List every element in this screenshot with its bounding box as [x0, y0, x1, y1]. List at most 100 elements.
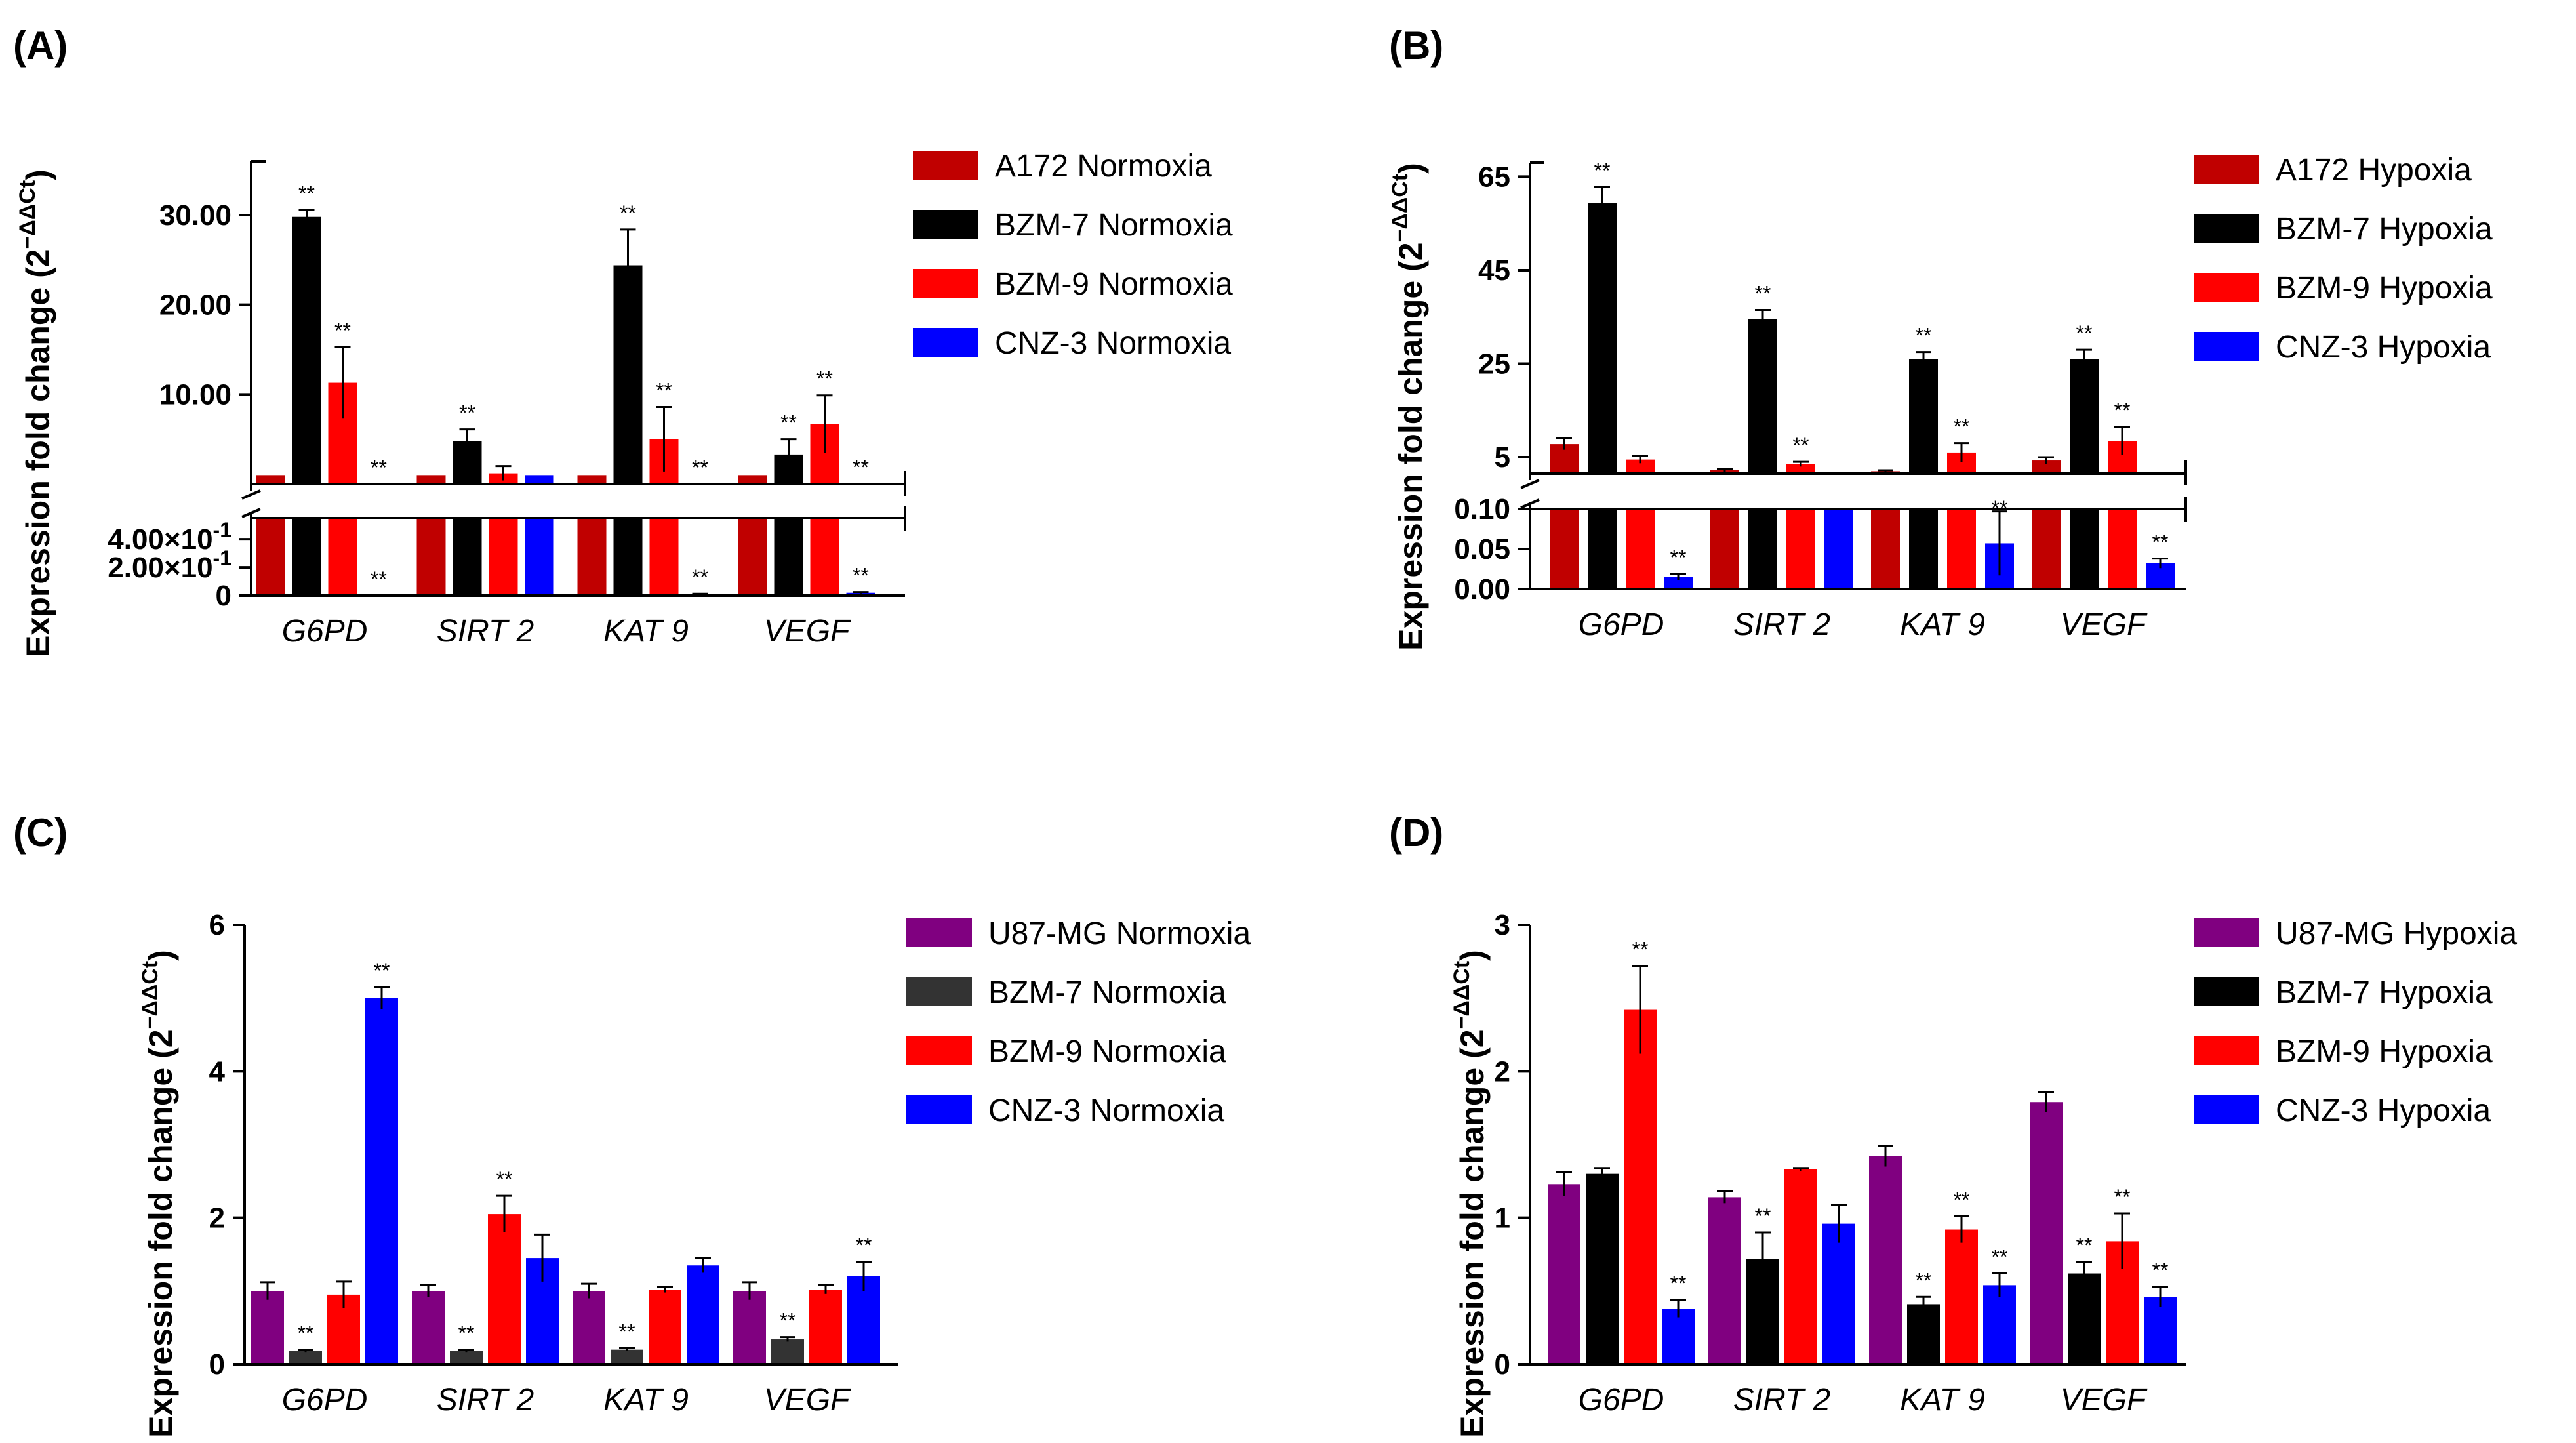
y-axis-label-0: Expression fold change (2−ΔΔCt)	[15, 169, 56, 657]
y-tick-label-upper-2: 45	[1478, 254, 1510, 287]
legend-swatch-bzm-9-hypoxia	[2194, 1036, 2259, 1065]
panel-label-3: (D)	[1389, 811, 1443, 855]
bar-cnz-3-normoxia-kat-9	[687, 1265, 719, 1364]
y-tick-label-upper-0: 10.00	[159, 378, 231, 411]
legend-swatch-u87-mg-hypoxia	[2194, 918, 2259, 947]
bar-bzm-9-normoxia-vegf-lower	[810, 518, 839, 596]
significance-bzm-7-normoxia-vegf: **	[780, 411, 797, 435]
significance-cnz-3-normoxia-vegf: **	[853, 456, 869, 479]
bar-a172-hypoxia-g6pd-lower	[1550, 509, 1579, 589]
y-tick-label-upper-1: 25	[1478, 348, 1510, 380]
bar-bzm-7-normoxia-kat-9-upper	[613, 265, 643, 484]
significance-cnz-3-hypoxia-g6pd: **	[1670, 546, 1687, 569]
panel-label-2: (C)	[13, 811, 68, 855]
axis-break-mark-upper-1	[1520, 479, 1540, 489]
legend-label-bzm-7-hypoxia: BZM-7 Hypoxia	[2276, 212, 2493, 247]
category-label-g6pd: G6PD	[282, 1383, 368, 1417]
bar-bzm-7-hypoxia-sirt-2-upper	[1748, 319, 1777, 474]
significance-bzm-7-hypoxia-g6pd: **	[1594, 159, 1611, 182]
bar-bzm-9-hypoxia-kat-9-lower	[1947, 509, 1976, 589]
y-tick-label-2: 2	[1495, 1055, 1510, 1087]
legend-swatch-bzm-7-hypoxia	[2194, 214, 2259, 243]
bar-a172-normoxia-g6pd-lower	[256, 518, 285, 596]
significance-bzm-7-normoxia-sirt-2: **	[458, 1322, 475, 1345]
bar-bzm-7-normoxia-g6pd-lower	[292, 518, 321, 596]
category-label-kat-9: KAT 9	[1900, 1383, 1985, 1417]
y-tick-label-1: 1	[1495, 1202, 1510, 1234]
significance-cnz-3-normoxia-g6pd: **	[371, 567, 387, 591]
legend-label-bzm-7-normoxia: BZM-7 Normoxia	[995, 208, 1233, 243]
category-label-kat-9: KAT 9	[1900, 607, 1985, 642]
significance-bzm-9-hypoxia-g6pd: **	[1632, 938, 1649, 962]
bar-bzm-9-hypoxia-g6pd-upper	[1626, 459, 1655, 474]
significance-bzm-9-hypoxia-vegf: **	[2114, 399, 2131, 422]
significance-bzm-7-hypoxia-vegf: **	[2076, 1234, 2093, 1257]
legend-label-bzm-9-normoxia: BZM-9 Normoxia	[988, 1034, 1226, 1069]
category-label-sirt-2: SIRT 2	[437, 614, 534, 649]
legend-label-bzm-9-hypoxia: BZM-9 Hypoxia	[2276, 271, 2493, 306]
bar-cnz-3-normoxia-sirt-2-upper	[525, 475, 554, 484]
legend-swatch-bzm-9-normoxia	[906, 1036, 972, 1065]
significance-bzm-7-normoxia-g6pd: **	[298, 182, 315, 205]
legend-swatch-bzm-9-hypoxia	[2194, 273, 2259, 302]
y-tick-label-lower-2: 0.10	[1454, 493, 1510, 525]
legend-label-cnz-3-normoxia: CNZ-3 Normoxia	[995, 326, 1231, 361]
bar-bzm-9-hypoxia-g6pd	[1624, 1009, 1657, 1364]
y-tick-label-lower-1: 0.05	[1454, 533, 1510, 565]
significance-bzm-7-hypoxia-kat-9: **	[1916, 1269, 1932, 1292]
legend-label-cnz-3-hypoxia: CNZ-3 Hypoxia	[2276, 1093, 2491, 1128]
bar-bzm-9-hypoxia-sirt-2	[1784, 1169, 1817, 1364]
legend-label-a172-hypoxia: A172 Hypoxia	[2276, 153, 2472, 188]
y-axis-label-3: Expression fold change (2−ΔΔCt)	[1449, 950, 1491, 1438]
bar-a172-normoxia-vegf-upper	[738, 475, 767, 484]
category-label-sirt-2: SIRT 2	[1733, 607, 1831, 642]
category-label-kat-9: KAT 9	[603, 614, 689, 649]
legend-swatch-bzm-7-hypoxia	[2194, 977, 2259, 1006]
chart-panel-a: (A) Expression fold change (2−ΔΔCt) ** ** **…	[13, 24, 1233, 657]
y-tick-label-upper-0: 5	[1495, 441, 1510, 474]
significance-bzm-9-hypoxia-sirt-2: **	[1793, 434, 1809, 457]
bar-bzm-7-normoxia-g6pd-upper	[292, 216, 321, 484]
legend-swatch-cnz-3-normoxia	[913, 328, 978, 357]
axis-break-mark-lower-1	[1520, 498, 1540, 509]
significance-bzm-7-hypoxia-kat-9: **	[1916, 324, 1932, 348]
bar-u87-mg-normoxia-g6pd	[251, 1291, 284, 1364]
category-label-g6pd: G6PD	[1579, 1383, 1664, 1417]
legend-label-cnz-3-normoxia: CNZ-3 Normoxia	[988, 1093, 1224, 1128]
bar-bzm-7-hypoxia-kat-9-lower	[1909, 509, 1938, 589]
bar-bzm-7-normoxia-kat-9-lower	[613, 518, 643, 596]
bar-bzm-9-normoxia-g6pd-lower	[328, 518, 357, 596]
significance-bzm-9-hypoxia-kat-9: **	[1954, 1188, 1970, 1211]
significance-bzm-9-normoxia-vegf: **	[816, 367, 833, 391]
category-label-vegf: VEGF	[764, 1383, 851, 1417]
y-tick-label-upper-1: 20.00	[159, 289, 231, 321]
y-axis-label-2: Expression fold change (2−ΔΔCt)	[138, 950, 179, 1438]
bar-bzm-7-hypoxia-g6pd-upper	[1588, 203, 1617, 474]
category-label-g6pd: G6PD	[1579, 607, 1664, 642]
bar-bzm-9-normoxia-kat-9-lower	[649, 518, 679, 596]
bar-bzm-7-normoxia-sirt-2	[450, 1351, 483, 1364]
bar-u87-mg-hypoxia-vegf	[2030, 1102, 2063, 1364]
bar-bzm-7-hypoxia-g6pd	[1586, 1173, 1619, 1364]
y-tick-label-1: 2	[209, 1202, 225, 1234]
legend-label-a172-normoxia: A172 Normoxia	[995, 149, 1212, 184]
significance-cnz-3-normoxia-vegf: **	[856, 1234, 872, 1257]
bar-cnz-3-hypoxia-kat-9	[1983, 1285, 2016, 1364]
significance-cnz-3-hypoxia-vegf: **	[2152, 1259, 2169, 1282]
legend-swatch-cnz-3-hypoxia	[2194, 332, 2259, 361]
legend-label-bzm-7-hypoxia: BZM-7 Hypoxia	[2276, 975, 2493, 1010]
bar-a172-normoxia-g6pd-upper	[256, 475, 285, 484]
legend-label-bzm-7-normoxia: BZM-7 Normoxia	[988, 975, 1226, 1010]
significance-cnz-3-normoxia-kat-9: **	[692, 565, 708, 589]
y-tick-label-0: 0	[1495, 1349, 1510, 1381]
significance-bzm-7-hypoxia-sirt-2: **	[1755, 1204, 1771, 1228]
bar-a172-normoxia-vegf-lower	[738, 518, 767, 596]
bar-bzm-7-normoxia-g6pd	[289, 1351, 322, 1364]
legend-label-u87-mg-normoxia: U87-MG Normoxia	[988, 916, 1251, 951]
bar-cnz-3-normoxia-vegf-lower	[846, 592, 875, 596]
bar-a172-normoxia-kat-9-upper	[577, 475, 607, 484]
y-tick-label-lower-1: 2.00×10-1	[108, 546, 231, 584]
y-tick-label-lower-0: 0.00	[1454, 573, 1510, 605]
significance-bzm-9-normoxia-g6pd: **	[334, 319, 351, 342]
